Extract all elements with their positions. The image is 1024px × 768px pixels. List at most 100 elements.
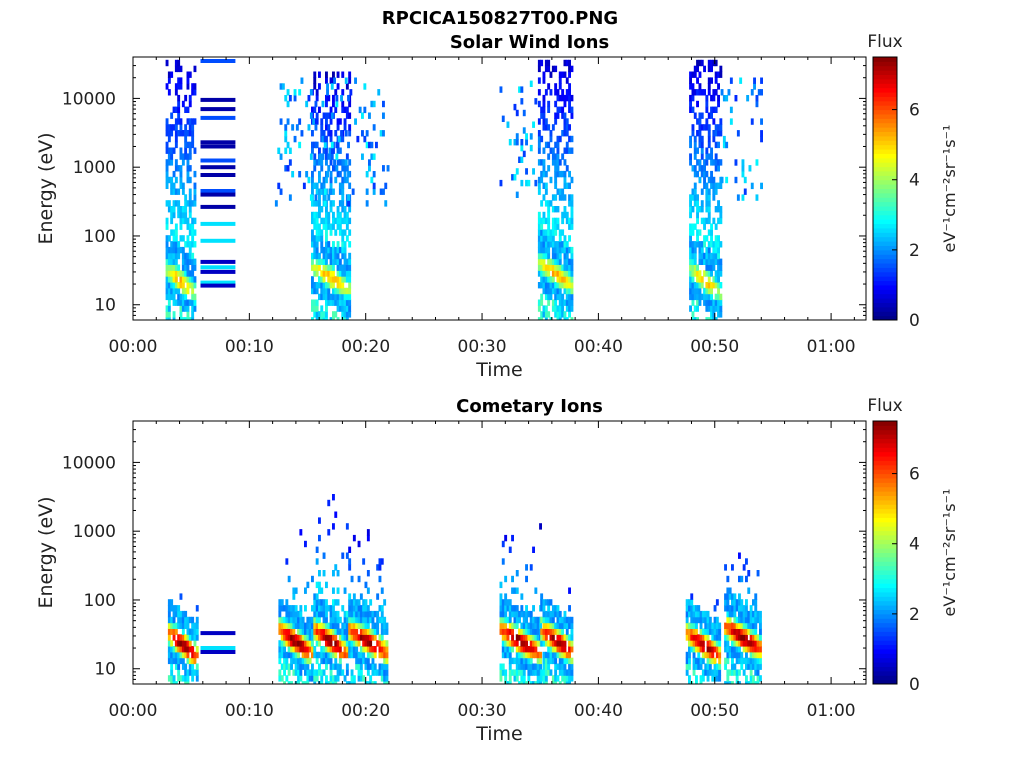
flux-cell bbox=[285, 640, 289, 647]
flux-cell bbox=[332, 494, 335, 501]
flux-cell bbox=[707, 252, 711, 260]
flux-cell bbox=[327, 651, 331, 659]
flux-cell bbox=[551, 305, 555, 312]
flux-cell bbox=[554, 112, 558, 119]
flux-cell bbox=[705, 217, 709, 225]
flux-cell bbox=[547, 669, 551, 676]
flux-cell bbox=[313, 599, 317, 606]
flux-cell bbox=[383, 675, 387, 682]
flux-cell bbox=[540, 675, 544, 682]
flux-cell bbox=[343, 206, 347, 213]
flux-cell bbox=[177, 200, 181, 207]
flux-cell bbox=[357, 669, 361, 676]
flux-cell bbox=[704, 669, 708, 676]
flux-cell bbox=[540, 241, 544, 248]
flux-cell bbox=[181, 675, 185, 682]
flux-cell bbox=[704, 622, 708, 629]
flux-cell bbox=[362, 646, 366, 653]
flux-cell bbox=[334, 663, 338, 670]
flux-cell bbox=[345, 305, 349, 312]
flux-cell bbox=[165, 147, 169, 154]
flux-cell bbox=[556, 634, 560, 641]
flux-cell bbox=[547, 293, 551, 301]
calibration-line bbox=[200, 97, 236, 102]
flux-cell bbox=[179, 593, 183, 600]
flux-cell bbox=[325, 71, 328, 78]
flux-cell bbox=[385, 669, 389, 676]
flux-cell bbox=[366, 651, 370, 659]
flux-cell bbox=[304, 634, 307, 641]
flux-cell bbox=[724, 622, 727, 629]
flux-cell bbox=[278, 599, 282, 606]
flux-cell bbox=[537, 77, 541, 84]
flux-cell bbox=[712, 305, 716, 312]
flux-cell bbox=[341, 299, 345, 306]
flux-cell bbox=[689, 141, 692, 149]
flux-cell bbox=[341, 293, 345, 301]
flux-cell bbox=[332, 276, 335, 283]
flux-cell bbox=[313, 628, 317, 635]
flux-cell bbox=[320, 605, 324, 612]
flux-cell bbox=[717, 276, 720, 283]
flux-cell bbox=[278, 640, 282, 647]
flux-cell bbox=[373, 651, 377, 659]
flux-cell bbox=[338, 634, 342, 641]
flux-cell bbox=[186, 264, 190, 271]
flux-cell bbox=[705, 170, 709, 178]
flux-cell bbox=[726, 634, 730, 641]
flux-cell bbox=[313, 646, 317, 653]
flux-cell bbox=[364, 628, 368, 635]
flux-cell bbox=[693, 182, 697, 189]
flux-cell bbox=[708, 657, 712, 665]
flux-cell bbox=[740, 634, 744, 641]
flux-cell bbox=[301, 616, 305, 624]
flux-cell bbox=[325, 223, 328, 230]
flux-cell bbox=[711, 669, 715, 676]
flux-cell bbox=[556, 147, 560, 154]
flux-cell bbox=[501, 669, 505, 676]
flux-cell bbox=[568, 299, 571, 306]
flux-cell bbox=[542, 71, 546, 78]
flux-cell bbox=[499, 581, 503, 589]
colorbar-segment bbox=[873, 127, 897, 133]
flux-cell bbox=[691, 264, 695, 271]
flux-cell bbox=[696, 147, 699, 154]
flux-cell bbox=[295, 124, 299, 131]
flux-cell bbox=[287, 646, 291, 653]
flux-cell bbox=[193, 622, 197, 629]
flux-cell bbox=[703, 176, 706, 184]
flux-cell bbox=[343, 628, 347, 635]
flux-cell bbox=[322, 147, 326, 154]
flux-cell bbox=[561, 651, 565, 659]
flux-cell bbox=[547, 241, 551, 248]
flux-cell bbox=[311, 675, 314, 682]
flux-cell bbox=[693, 71, 697, 78]
flux-cell bbox=[750, 89, 754, 96]
flux-cell bbox=[714, 141, 718, 149]
flux-cell bbox=[544, 235, 548, 242]
flux-cell bbox=[722, 95, 726, 102]
flux-cell bbox=[284, 165, 288, 172]
flux-cell bbox=[184, 147, 188, 154]
flux-cell bbox=[341, 188, 345, 195]
flux-cell bbox=[320, 622, 324, 629]
flux-cell bbox=[309, 153, 313, 160]
flux-cell bbox=[325, 287, 328, 295]
flux-cell bbox=[717, 287, 720, 295]
flux-cell bbox=[712, 252, 716, 260]
flux-cell bbox=[184, 194, 188, 201]
flux-cell bbox=[167, 287, 171, 295]
flux-cell bbox=[315, 311, 319, 318]
flux-cell bbox=[499, 622, 503, 629]
flux-cell bbox=[554, 299, 558, 306]
flux-cell bbox=[369, 646, 373, 653]
flux-cell bbox=[350, 634, 354, 641]
flux-cell bbox=[170, 657, 174, 665]
flux-cell bbox=[718, 634, 722, 641]
flux-cell bbox=[313, 106, 317, 113]
flux-cell bbox=[742, 564, 746, 571]
flux-cell bbox=[336, 675, 340, 682]
flux-cell bbox=[297, 640, 300, 647]
flux-cell bbox=[717, 258, 720, 265]
flux-cell bbox=[343, 646, 347, 653]
